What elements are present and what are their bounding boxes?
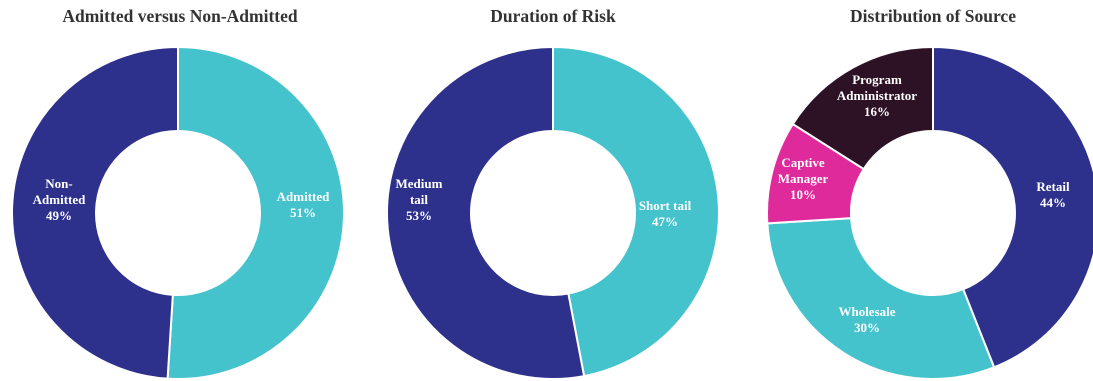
slice-label-non-admitted: Non-Admitted 49% [33, 176, 86, 223]
slice-label-captive-manager: Captive Manager 10% [778, 155, 829, 202]
slice-label-admitted: Admitted 51% [277, 189, 330, 220]
slice-admitted [166, 45, 345, 380]
slice-retail [932, 45, 1093, 369]
slice-medium-tail [386, 45, 586, 380]
chart-title-distribution: Distribution of Source [850, 6, 1016, 26]
slice-label-retail: Retail 44% [1036, 179, 1070, 210]
chart-title-duration: Duration of Risk [490, 6, 616, 26]
slice-program-administrator [791, 45, 934, 171]
slice-label-program-administrator: Program Administrator 16% [837, 72, 917, 119]
chart-title-admitted: Admitted versus Non-Admitted [62, 6, 298, 26]
slice-wholesale [766, 217, 996, 380]
slice-non-admitted [11, 45, 179, 380]
slice-label-medium-tail: Medium tail 53% [396, 176, 443, 223]
slice-short-tail [552, 45, 720, 378]
slice-label-short-tail: Short tail 47% [639, 198, 692, 229]
slice-label-wholesale: Wholesale 30% [838, 304, 895, 335]
